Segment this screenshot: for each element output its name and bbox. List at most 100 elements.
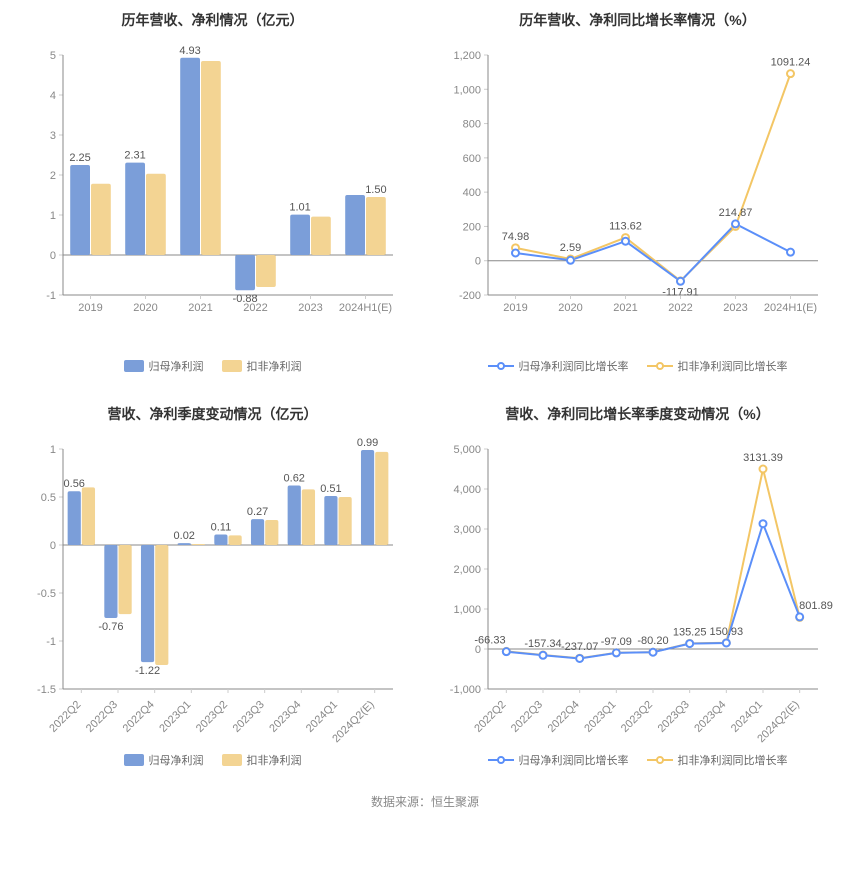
svg-text:1: 1 xyxy=(49,210,55,222)
panel-c4: 营收、净利同比增长率季度变动情况（%） -1,00001,0002,0003,0… xyxy=(440,404,835,768)
svg-text:2023: 2023 xyxy=(723,302,747,314)
svg-text:0.02: 0.02 xyxy=(173,530,194,542)
legend-swatch-line xyxy=(647,754,673,766)
svg-text:400: 400 xyxy=(462,187,480,199)
svg-text:2022Q2: 2022Q2 xyxy=(47,699,83,735)
svg-text:0.62: 0.62 xyxy=(283,472,304,484)
svg-text:0.5: 0.5 xyxy=(40,492,55,504)
svg-text:0.27: 0.27 xyxy=(246,506,267,518)
legend-label: 归母净利润同比增长率 xyxy=(519,358,629,374)
svg-text:-0.76: -0.76 xyxy=(98,621,123,633)
svg-text:2020: 2020 xyxy=(133,302,157,314)
legend-label: 扣非净利润同比增长率 xyxy=(678,358,788,374)
legend-c2: 归母净利润同比增长率 扣非净利润同比增长率 xyxy=(488,358,788,374)
svg-text:5,000: 5,000 xyxy=(453,444,481,456)
legend-c3: 归母净利润 扣非净利润 xyxy=(124,752,302,768)
svg-text:0.11: 0.11 xyxy=(210,521,231,533)
chart-c3: -1.5-1-0.500.512022Q22022Q32022Q42023Q12… xyxy=(18,434,408,744)
svg-text:0.99: 0.99 xyxy=(356,437,377,449)
legend-label: 归母净利润同比增长率 xyxy=(519,752,629,768)
svg-text:214.87: 214.87 xyxy=(718,207,752,219)
svg-text:-1.5: -1.5 xyxy=(37,684,56,696)
panel-c3: 营收、净利季度变动情况（亿元） -1.5-1-0.500.512022Q2202… xyxy=(15,404,410,768)
svg-text:0: 0 xyxy=(474,256,480,268)
svg-text:1,000: 1,000 xyxy=(453,84,481,96)
legend-swatch-line xyxy=(647,360,673,372)
legend-label: 扣非净利润同比增长率 xyxy=(678,752,788,768)
svg-text:2022Q4: 2022Q4 xyxy=(545,699,581,735)
svg-text:-0.88: -0.88 xyxy=(232,293,257,305)
chart-c4: -1,00001,0002,0003,0004,0005,0002022Q220… xyxy=(443,434,833,744)
legend-item: 扣非净利润同比增长率 xyxy=(647,752,788,768)
legend-item: 归母净利润同比增长率 xyxy=(488,358,629,374)
svg-text:2021: 2021 xyxy=(188,302,212,314)
svg-text:150.93: 150.93 xyxy=(709,626,743,638)
svg-text:-117.91: -117.91 xyxy=(662,286,699,298)
svg-text:2022Q3: 2022Q3 xyxy=(508,699,544,735)
svg-text:-1.22: -1.22 xyxy=(135,665,160,677)
svg-text:1091.24: 1091.24 xyxy=(770,57,810,69)
svg-text:2023: 2023 xyxy=(298,302,322,314)
svg-text:-1: -1 xyxy=(46,290,56,302)
svg-text:1: 1 xyxy=(49,444,55,456)
legend-item: 扣非净利润 xyxy=(222,752,302,768)
svg-text:0.51: 0.51 xyxy=(320,483,341,495)
legend-c4: 归母净利润同比增长率 扣非净利润同比增长率 xyxy=(488,752,788,768)
legend-swatch-line xyxy=(488,360,514,372)
svg-text:2022Q4: 2022Q4 xyxy=(120,699,156,735)
svg-text:1,200: 1,200 xyxy=(453,50,481,62)
svg-text:2.25: 2.25 xyxy=(69,152,90,164)
svg-text:2: 2 xyxy=(49,170,55,182)
svg-text:3131.39: 3131.39 xyxy=(743,452,783,464)
legend-swatch-line xyxy=(488,754,514,766)
svg-text:200: 200 xyxy=(462,221,480,233)
svg-text:74.98: 74.98 xyxy=(501,231,529,243)
legend-swatch-rect xyxy=(222,754,242,766)
legend-item: 归母净利润 xyxy=(124,752,204,768)
svg-text:2023Q3: 2023Q3 xyxy=(230,699,266,735)
svg-text:-200: -200 xyxy=(458,290,480,302)
chart-title: 营收、净利同比增长率季度变动情况（%） xyxy=(505,404,769,424)
svg-text:2023Q1: 2023Q1 xyxy=(582,699,618,735)
chart-title: 历年营收、净利情况（亿元） xyxy=(122,10,304,30)
svg-text:2,000: 2,000 xyxy=(453,564,481,576)
svg-text:2024Q1: 2024Q1 xyxy=(303,699,339,735)
svg-text:1.01: 1.01 xyxy=(289,202,310,214)
chart-grid: 历年营收、净利情况（亿元） -1012345201920202021202220… xyxy=(15,10,835,768)
svg-text:2023Q1: 2023Q1 xyxy=(157,699,193,735)
svg-text:2023Q2: 2023Q2 xyxy=(193,699,229,735)
legend-swatch-rect xyxy=(124,754,144,766)
legend-item: 归母净利润同比增长率 xyxy=(488,752,629,768)
legend-swatch-rect xyxy=(124,360,144,372)
svg-text:-80.20: -80.20 xyxy=(637,635,668,647)
svg-text:2019: 2019 xyxy=(78,302,102,314)
svg-text:2024H1(E): 2024H1(E) xyxy=(763,302,816,314)
svg-text:800: 800 xyxy=(462,119,480,131)
chart-title: 历年营收、净利同比增长率情况（%） xyxy=(519,10,755,30)
panel-c2: 历年营收、净利同比增长率情况（%） -200 0 200 400 600 800 1,000… xyxy=(440,10,835,374)
svg-text:2023Q4: 2023Q4 xyxy=(267,699,303,735)
svg-text:2019: 2019 xyxy=(503,302,527,314)
svg-text:135.25: 135.25 xyxy=(672,626,706,638)
svg-text:801.89: 801.89 xyxy=(799,600,833,612)
svg-text:2024H1(E): 2024H1(E) xyxy=(338,302,391,314)
svg-text:-157.34: -157.34 xyxy=(524,638,561,650)
svg-text:1.50: 1.50 xyxy=(365,184,386,196)
legend-item: 扣非净利润同比增长率 xyxy=(647,358,788,374)
svg-text:-97.09: -97.09 xyxy=(600,636,631,648)
svg-text:-1,000: -1,000 xyxy=(449,684,480,696)
svg-text:2020: 2020 xyxy=(558,302,582,314)
svg-text:-237.07: -237.07 xyxy=(561,641,598,653)
legend-c1: 归母净利润扣非净利润 xyxy=(124,358,302,374)
svg-text:2.59: 2.59 xyxy=(559,242,580,254)
svg-text:3: 3 xyxy=(49,130,55,142)
svg-text:2024Q1: 2024Q1 xyxy=(728,699,764,735)
svg-text:2021: 2021 xyxy=(613,302,637,314)
svg-text:4.93: 4.93 xyxy=(179,45,200,57)
svg-text:3,000: 3,000 xyxy=(453,524,481,536)
legend-swatch-rect xyxy=(222,360,242,372)
legend-item: 归母净利润 xyxy=(124,358,204,374)
svg-text:600: 600 xyxy=(462,153,480,165)
svg-text:-66.33: -66.33 xyxy=(474,634,505,646)
svg-text:2.31: 2.31 xyxy=(124,150,145,162)
